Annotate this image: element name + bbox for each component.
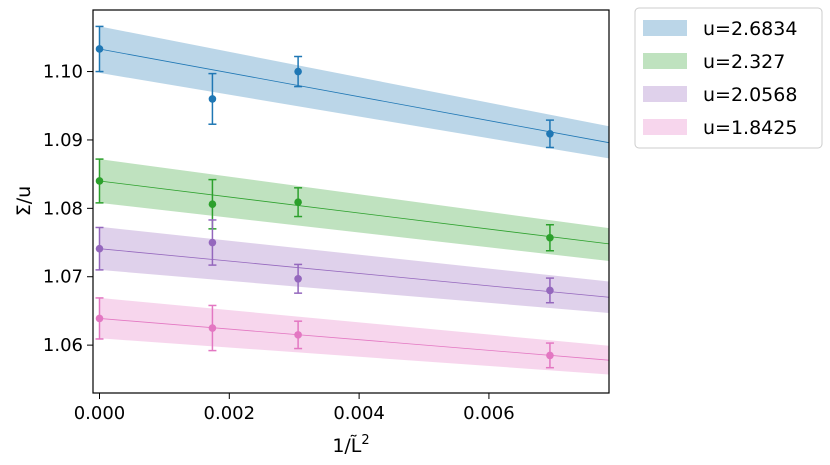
x-tick-label-0: 0.000 — [74, 403, 126, 424]
plot-frame — [92, 9, 610, 394]
legend-label-u-2-327: u=2.327 — [703, 51, 785, 73]
x-tick-label-3: 0.006 — [463, 403, 515, 424]
x-axis: 0.000 0.002 0.004 0.006 — [74, 393, 515, 424]
point-u-2-0568-0 — [95, 226, 104, 271]
fit-line-u-2-6834 — [99, 48, 610, 144]
legend-swatch-u-1-8425 — [643, 119, 687, 135]
x-axis-label: 1/L̃2 — [332, 433, 369, 457]
point-u-2-6834-0 — [95, 25, 104, 73]
x-tick-label-1: 0.002 — [204, 403, 256, 424]
y-tick-label-1: 1.07 — [43, 267, 83, 288]
point-u-2-6834-2 — [294, 55, 303, 88]
x-tick-label-2: 0.004 — [333, 403, 385, 424]
legend-items: u=2.6834 u=2.327 u=2.0568 u=1.8425 — [643, 18, 797, 139]
point-u-2-327-2 — [294, 187, 303, 218]
point-u-2-0568-2 — [294, 263, 303, 294]
y-tick-label-2: 1.08 — [43, 198, 83, 219]
marker-u-2-6834-0 — [95, 45, 104, 53]
band-u-2-0568 — [99, 226, 609, 313]
point-u-2-327-3 — [545, 224, 554, 252]
data-points — [95, 25, 554, 369]
marker-u-1-8425-2 — [294, 331, 302, 339]
fit-lines — [99, 48, 610, 361]
marker-u-2-0568-0 — [95, 244, 104, 253]
marker-u-1-8425-0 — [95, 314, 104, 323]
marker-u-2-6834-1 — [208, 95, 217, 103]
confidence-bands — [99, 26, 609, 375]
legend-swatch-u-2-0568 — [643, 86, 687, 102]
y-tick-label-4: 1.10 — [43, 62, 83, 83]
point-u-2-0568-3 — [545, 277, 554, 304]
marker-u-2-0568-2 — [294, 274, 302, 283]
x-axis-label-main: 1/L̃ — [332, 435, 361, 457]
legend-label-u-1-8425: u=1.8425 — [703, 117, 797, 139]
point-u-2-6834-3 — [545, 119, 554, 149]
band-u-1-8425 — [99, 297, 609, 375]
marker-u-2-0568-1 — [208, 238, 217, 247]
legend-swatch-u-2-6834 — [643, 20, 687, 36]
point-u-2-0568-1 — [208, 219, 217, 266]
marker-u-2-0568-3 — [546, 286, 554, 295]
point-u-1-8425-3 — [545, 342, 554, 369]
point-u-2-327-0 — [95, 158, 104, 204]
legend-swatch-u-2-327 — [643, 53, 687, 69]
band-u-2-327 — [99, 159, 609, 262]
marker-u-2-327-0 — [95, 177, 104, 185]
legend: u=2.6834 u=2.327 u=2.0568 u=1.8425 — [634, 7, 823, 149]
y-axis: 1.06 1.07 1.08 1.09 1.10 — [43, 62, 93, 356]
legend-frame — [634, 7, 823, 149]
fit-line-u-2-327 — [99, 180, 610, 245]
marker-u-1-8425-3 — [546, 351, 554, 360]
band-u-2-6834 — [99, 26, 609, 159]
marker-u-1-8425-1 — [208, 324, 217, 332]
legend-label-u-2-6834: u=2.6834 — [703, 18, 797, 40]
marker-u-2-327-3 — [546, 233, 554, 242]
y-tick-label-3: 1.09 — [43, 130, 83, 151]
point-u-1-8425-0 — [95, 297, 104, 340]
x-axis-label-superscript: 2 — [361, 433, 369, 448]
y-axis-label: Σ/u — [13, 186, 35, 216]
marker-u-2-327-2 — [294, 198, 302, 206]
marker-u-2-6834-2 — [294, 67, 302, 76]
fit-line-u-1-8425 — [99, 318, 610, 361]
legend-label-u-2-0568: u=2.0568 — [703, 84, 797, 106]
fit-line-u-2-0568 — [99, 248, 610, 298]
point-u-1-8425-2 — [294, 320, 303, 350]
marker-u-2-327-1 — [208, 200, 217, 209]
point-u-2-6834-1 — [208, 72, 217, 125]
marker-u-2-6834-3 — [546, 129, 554, 138]
point-u-1-8425-1 — [208, 304, 217, 352]
y-tick-label-0: 1.06 — [43, 335, 83, 356]
